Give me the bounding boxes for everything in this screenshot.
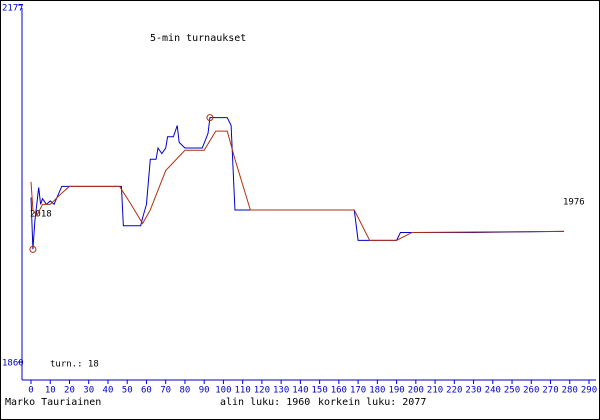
x-tick-label: 190 xyxy=(388,386,404,396)
start-label: 2018 xyxy=(30,210,52,220)
y-tick-label: 1860 xyxy=(2,359,24,369)
series-line xyxy=(30,117,564,250)
x-tick-label: 130 xyxy=(273,386,289,396)
x-tick-label: 270 xyxy=(542,386,558,396)
games-label: turn.: 18 xyxy=(50,360,99,370)
x-tick-label: 280 xyxy=(562,386,578,396)
series-line xyxy=(30,130,564,241)
x-tick-label: 90 xyxy=(199,386,210,396)
x-tick-label: 10 xyxy=(45,386,56,396)
x-tick-label: 110 xyxy=(235,386,251,396)
min-label: alin luku: 1960 xyxy=(220,397,310,408)
x-tick-label: 0 xyxy=(28,386,33,396)
y-tick-label: 2177 xyxy=(2,4,24,14)
extreme-marker xyxy=(29,245,37,253)
x-tick-label: 220 xyxy=(446,386,462,396)
x-tick-label: 20 xyxy=(64,386,75,396)
end-label: 1976 xyxy=(563,198,585,208)
x-tick-label: 290 xyxy=(581,386,597,396)
x-tick-label: 40 xyxy=(103,386,114,396)
x-tick-label: 170 xyxy=(350,386,366,396)
x-tick-label: 150 xyxy=(311,386,327,396)
max-label: korkein luku: 2077 xyxy=(318,397,426,408)
author: Marko Tauriainen xyxy=(5,397,101,408)
x-tick-label: 140 xyxy=(292,386,308,396)
x-tick-label: 250 xyxy=(504,386,520,396)
chart-title: 5-min turnaukset xyxy=(150,33,246,44)
x-tick-label: 230 xyxy=(465,386,481,396)
x-tick-label: 240 xyxy=(485,386,501,396)
x-tick-label: 60 xyxy=(141,386,152,396)
x-tick-label: 260 xyxy=(523,386,539,396)
x-tick-label: 180 xyxy=(369,386,385,396)
extreme-marker xyxy=(206,114,214,122)
x-tick-label: 70 xyxy=(160,386,171,396)
x-tick-label: 120 xyxy=(254,386,270,396)
x-tick-label: 160 xyxy=(331,386,347,396)
x-tick-label: 100 xyxy=(215,386,231,396)
x-tick-label: 210 xyxy=(427,386,443,396)
x-tick-label: 30 xyxy=(83,386,94,396)
x-tick-label: 200 xyxy=(408,386,424,396)
x-tick-label: 50 xyxy=(122,386,133,396)
x-tick-label: 80 xyxy=(180,386,191,396)
